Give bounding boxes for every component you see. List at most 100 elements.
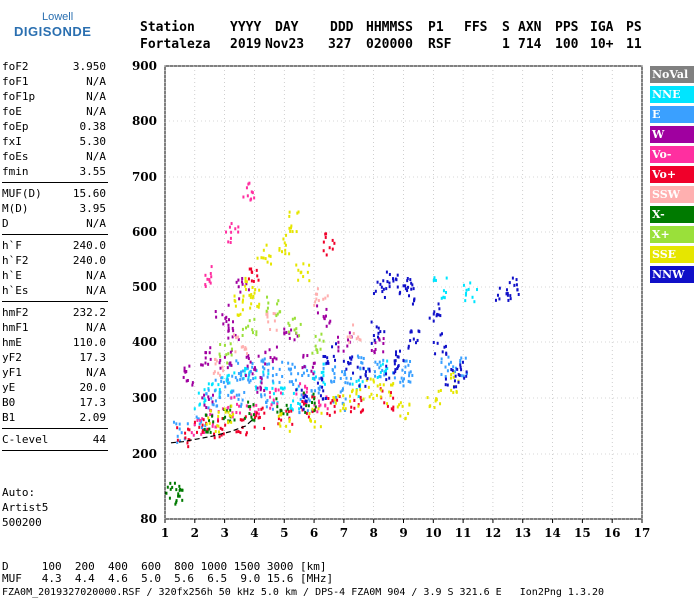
data-point-w (182, 364, 194, 387)
data-point-nne (351, 378, 365, 401)
data-point-nnw (372, 279, 389, 299)
data-point-x (287, 316, 302, 338)
param-value: 232.2 (72, 306, 106, 319)
data-point-e (172, 420, 189, 444)
data-point-e (391, 365, 407, 388)
data-point-nne (240, 366, 251, 380)
param-row-he: h`E N/A (2, 269, 106, 283)
data-point-vo (190, 417, 206, 437)
data-point-nnw (370, 320, 386, 345)
param-value: 20.0 (79, 381, 107, 394)
data-point-ssw (346, 323, 362, 345)
param-name: foF1p (2, 90, 36, 103)
param-name: h`F2 (2, 254, 29, 267)
data-point-vo (349, 395, 365, 414)
legend-item-x: X- (650, 206, 694, 223)
legend-item-ssw: SSW (650, 186, 694, 203)
header-label-11: PS (626, 20, 642, 35)
x-tick-label: 6 (310, 526, 318, 540)
param-row-hme: hmE 110.0 (2, 336, 106, 350)
legend-item-nnw: NNW (650, 266, 694, 283)
data-point-x (203, 413, 215, 434)
data-point-sse (426, 388, 442, 410)
header-value-9: 100 (555, 37, 579, 52)
legend-item-w: W (650, 126, 694, 143)
param-name: foF1 (2, 75, 29, 88)
x-tick-label: 11 (455, 526, 472, 540)
param-value: 3.95 (79, 202, 107, 215)
data-point-e (266, 362, 281, 384)
header-value-7: 1 (502, 37, 510, 52)
param-row-fmin: fmin 3.55 (2, 165, 106, 179)
data-point-e (281, 360, 294, 384)
header-label-1: YYYY (230, 20, 262, 35)
param-value: 2.09 (79, 411, 107, 424)
x-tick-label: 9 (399, 526, 407, 540)
header-label-4: HHMMSS (366, 20, 413, 35)
header-value-2: Nov23 (265, 37, 305, 52)
data-point-nne (462, 281, 479, 304)
data-point-e (307, 373, 322, 395)
data-point-w (244, 354, 260, 378)
data-point-vo (245, 403, 260, 417)
data-point-e (298, 393, 314, 415)
data-point-e (239, 365, 254, 384)
param-value: N/A (86, 90, 106, 103)
data-point-x (222, 404, 236, 423)
param-row-fof1p: foF1p N/A (2, 90, 106, 104)
param-value: 3.55 (79, 165, 107, 178)
y-tick-label: 300 (132, 391, 157, 405)
data-point-sse (379, 382, 395, 406)
header-label-0: Station (140, 20, 195, 35)
param-value: N/A (86, 366, 106, 379)
data-point-x (241, 317, 258, 337)
param-name: yF1 (2, 366, 22, 379)
profile-trace (170, 418, 254, 444)
x-tick-label: 13 (514, 526, 531, 540)
data-point-sse (332, 394, 347, 413)
param-row-hf2: h`F2 240.0 (2, 254, 106, 268)
param-value: 15.60 (72, 187, 106, 200)
data-point-e (214, 376, 230, 400)
header-value-5: RSF (428, 37, 452, 52)
param-name: fmin (2, 165, 29, 178)
data-point-e (251, 357, 266, 381)
data-point-e (440, 355, 455, 379)
data-point-nnw (494, 281, 511, 302)
param-separator (2, 428, 108, 429)
param-value: N/A (86, 217, 106, 230)
data-point-w (316, 304, 332, 328)
data-point-vo (226, 395, 242, 419)
param-value: N/A (86, 105, 106, 118)
param-name: C-level (2, 433, 49, 446)
data-point-w (264, 345, 278, 366)
x-tick-label: 3 (220, 526, 228, 540)
data-point-vo (204, 265, 213, 288)
logo-lowell: Lowell (42, 11, 74, 23)
data-point-x (302, 391, 317, 414)
legend-item-noval: NoVal (650, 66, 694, 83)
data-point-x (165, 481, 182, 506)
param-name: foF2 (2, 60, 29, 73)
data-point-nnw (342, 355, 359, 375)
param-row-b0: B0 17.3 (2, 396, 106, 410)
param-name: foEp (2, 120, 29, 133)
param-value: 240.0 (72, 239, 106, 252)
param-name: hmF2 (2, 306, 29, 319)
legend-item-vo: Vo+ (650, 166, 694, 183)
param-value: N/A (86, 150, 106, 163)
data-point-nnw (406, 283, 416, 306)
y-tick-label: 500 (132, 280, 157, 294)
header-value-8: 714 (518, 37, 542, 52)
logo-digisonde: DIGISONDE (14, 24, 92, 39)
y-tick-label: 800 (132, 114, 157, 128)
header-label-9: PPS (555, 20, 579, 35)
param-name: MUF(D) (2, 187, 42, 200)
legend-item-x: X+ (650, 226, 694, 243)
data-point-e (292, 364, 309, 388)
data-point-vo (193, 418, 209, 434)
param-value: 110.0 (72, 336, 106, 349)
param-value: 17.3 (79, 351, 107, 364)
data-point-w (283, 327, 299, 342)
param-value: 240.0 (72, 254, 106, 267)
